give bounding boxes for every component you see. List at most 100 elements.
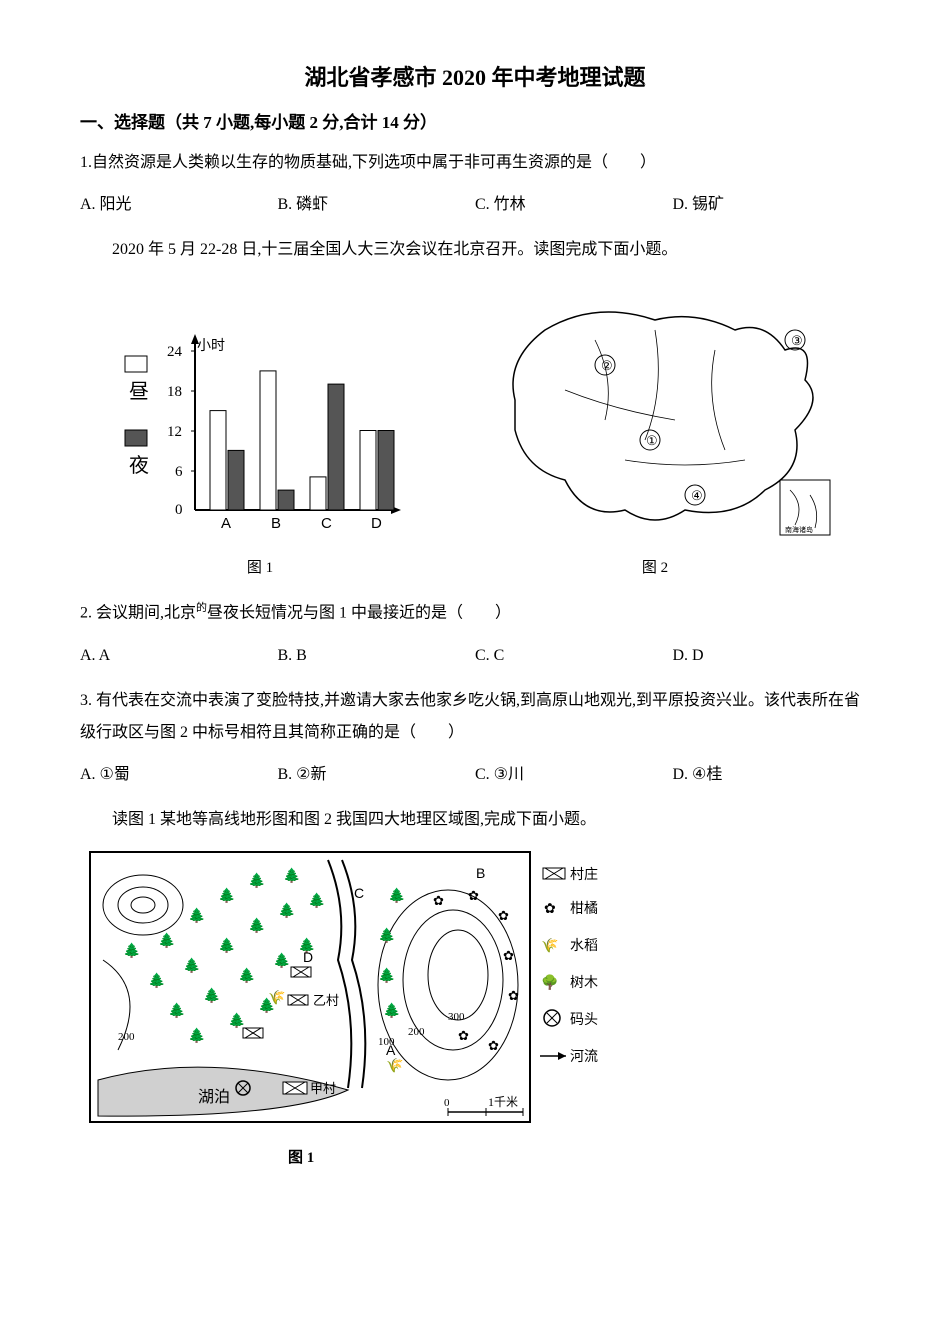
svg-text:🌲: 🌲 <box>283 867 300 884</box>
svg-text:🌲: 🌲 <box>183 957 200 974</box>
svg-text:①: ① <box>646 433 658 448</box>
svg-text:A: A <box>221 515 231 532</box>
svg-text:12: 12 <box>167 424 182 440</box>
svg-text:③: ③ <box>791 333 803 348</box>
svg-text:南海诸岛: 南海诸岛 <box>785 525 813 534</box>
legend-village: 村庄 <box>570 866 598 883</box>
svg-text:🌲: 🌲 <box>248 872 265 889</box>
svg-text:④: ④ <box>691 488 703 503</box>
figure-1-chart: 昼 夜 24 18 12 6 0 小时 <box>115 320 405 550</box>
exam-title: 湖北省孝感市 2020 年中考地理试题 <box>80 60 870 92</box>
svg-text:🌾: 🌾 <box>541 937 558 954</box>
svg-text:小时: 小时 <box>197 338 225 354</box>
svg-text:🌲: 🌲 <box>278 902 295 919</box>
q2-option-d: D. D <box>673 638 871 673</box>
svg-text:✿: ✿ <box>433 893 444 908</box>
figure-1-caption: 图 1 <box>115 556 405 577</box>
svg-text:✿: ✿ <box>458 1028 469 1043</box>
svg-text:🌲: 🌲 <box>188 1027 205 1044</box>
svg-text:🌲: 🌲 <box>188 907 205 924</box>
q1-option-b: B. 磷虾 <box>278 187 476 222</box>
svg-text:B: B <box>271 515 281 532</box>
context-1: 2020 年 5 月 22-28 日,十三届全国人大三次会议在北京召开。读图完成… <box>80 234 870 266</box>
section-1-header: 一、选择题（共 7 小题,每小题 2 分,合计 14 分） <box>80 108 870 133</box>
question-2-options: A. A B. B C. C D. D <box>80 638 870 673</box>
q2-part1: 2. 会议期间,北京 <box>80 605 196 622</box>
figure-3-block: 湖泊 200 100 200 300 🌲🌲🌲 🌲🌲🌲 🌲🌲🌲 🌲🌲🌲 🌲🌲🌲 🌲… <box>88 850 870 1167</box>
svg-text:🌲: 🌲 <box>248 917 265 934</box>
question-1-text: 1.自然资源是人类赖以生存的物质基础,下列选项中属于非可再生资源的是（ ） <box>80 147 870 179</box>
svg-text:🌲: 🌲 <box>378 967 395 984</box>
svg-text:B: B <box>476 865 485 881</box>
q3-option-b: B. ②新 <box>278 757 476 792</box>
figure-3-caption: 图 1 <box>288 1146 870 1167</box>
svg-text:🌲: 🌲 <box>378 927 395 944</box>
q1-option-c: C. 竹林 <box>475 187 673 222</box>
figure-2-block: ① ② ③ ④ 南海诸岛 图 2 <box>475 280 835 577</box>
svg-text:🌲: 🌲 <box>123 942 140 959</box>
svg-text:D: D <box>371 515 382 532</box>
svg-text:✿: ✿ <box>508 988 519 1003</box>
svg-text:D: D <box>303 949 313 965</box>
svg-text:✿: ✿ <box>488 1038 499 1053</box>
svg-text:200: 200 <box>408 1026 425 1038</box>
svg-text:✿: ✿ <box>468 888 479 903</box>
svg-text:夜: 夜 <box>129 454 149 477</box>
context-2: 读图 1 某地等高线地形图和图 2 我国四大地理区域图,完成下面小题。 <box>80 804 870 836</box>
question-3-options: A. ①蜀 B. ②新 C. ③川 D. ④桂 <box>80 757 870 792</box>
figure-row-1: 昼 夜 24 18 12 6 0 小时 <box>80 280 870 577</box>
svg-text:🌲: 🌲 <box>158 932 175 949</box>
q2-option-a: A. A <box>80 638 278 673</box>
svg-text:🌲: 🌲 <box>218 887 235 904</box>
svg-text:🌲: 🌲 <box>168 1002 185 1019</box>
svg-text:🌳: 🌳 <box>541 973 558 991</box>
q2-sup: 的 <box>196 602 207 614</box>
svg-text:🌾: 🌾 <box>268 989 285 1006</box>
svg-text:200: 200 <box>118 1031 135 1043</box>
svg-text:🌲: 🌲 <box>238 967 255 984</box>
svg-text:6: 6 <box>175 464 183 480</box>
question-1-options: A. 阳光 B. 磷虾 C. 竹林 D. 锡矿 <box>80 187 870 222</box>
lake-label: 湖泊 <box>198 1088 230 1106</box>
svg-text:300: 300 <box>448 1011 465 1023</box>
q3-option-a: A. ①蜀 <box>80 757 278 792</box>
svg-text:18: 18 <box>167 384 182 400</box>
q3-option-c: C. ③川 <box>475 757 673 792</box>
svg-text:✿: ✿ <box>544 902 556 917</box>
q3-option-d: D. ④桂 <box>673 757 871 792</box>
svg-text:✿: ✿ <box>498 908 509 923</box>
svg-text:🌲: 🌲 <box>388 887 405 904</box>
svg-text:🌲: 🌲 <box>203 987 220 1004</box>
scale-label: 1千米 <box>488 1095 518 1109</box>
legend-orange: 柑橘 <box>570 901 598 917</box>
q2-option-b: B. B <box>278 638 476 673</box>
svg-text:0: 0 <box>444 1097 450 1109</box>
question-3-text: 3. 有代表在交流中表演了变脸特技,并邀请大家去他家乡吃火锅,到高原山地观光,到… <box>80 685 870 749</box>
svg-text:🌾: 🌾 <box>386 1057 403 1074</box>
village-b-label: 乙村 <box>313 993 339 1008</box>
question-2-text: 2. 会议期间,北京的昼夜长短情况与图 1 中最接近的是（ ） <box>80 597 870 629</box>
legend-rice: 水稻 <box>570 938 598 954</box>
svg-text:✿: ✿ <box>503 948 514 963</box>
figure-3-map: 湖泊 200 100 200 300 🌲🌲🌲 🌲🌲🌲 🌲🌲🌲 🌲🌲🌲 🌲🌲🌲 🌲… <box>88 850 628 1140</box>
svg-text:🌲: 🌲 <box>228 1012 245 1029</box>
svg-text:🌲: 🌲 <box>308 892 325 909</box>
figure-2-map: ① ② ③ ④ 南海诸岛 <box>475 280 835 550</box>
svg-text:②: ② <box>601 358 613 373</box>
svg-text:0: 0 <box>175 502 183 518</box>
svg-text:🌲: 🌲 <box>273 952 290 969</box>
legend-tree: 树木 <box>570 975 598 991</box>
svg-text:24: 24 <box>167 344 183 360</box>
legend-dock: 码头 <box>570 1012 598 1028</box>
q2-option-c: C. C <box>475 638 673 673</box>
svg-text:C: C <box>321 515 332 532</box>
q1-option-a: A. 阳光 <box>80 187 278 222</box>
village-a-label: 甲村 <box>310 1081 336 1096</box>
svg-text:昼: 昼 <box>129 381 149 403</box>
svg-text:C: C <box>354 885 364 901</box>
legend-river: 河流 <box>570 1049 598 1065</box>
figure-2-caption: 图 2 <box>475 556 835 577</box>
svg-text:🌲: 🌲 <box>148 972 165 989</box>
figure-1-block: 昼 夜 24 18 12 6 0 小时 <box>115 320 405 577</box>
q2-part2: 昼夜长短情况与图 1 中最接近的是（ ） <box>207 605 511 622</box>
